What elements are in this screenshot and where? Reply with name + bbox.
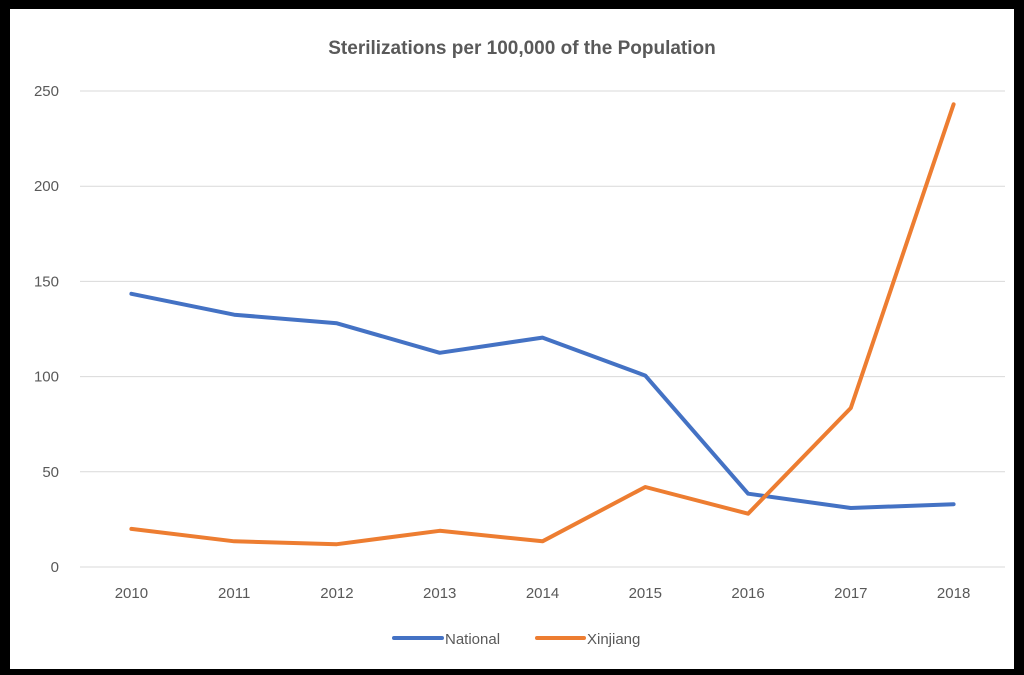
chart-title: Sterilizations per 100,000 of the Popula… (328, 38, 715, 59)
legend-label-xinjiang: Xinjiang (587, 631, 640, 648)
x-tick-label-2015: 2015 (629, 585, 662, 602)
x-tick-label-2016: 2016 (731, 585, 764, 602)
series-line-national (129, 291, 956, 510)
y-tick-label-100: 100 (34, 369, 59, 386)
y-tick-label-250: 250 (34, 83, 59, 100)
x-tick-label-2017: 2017 (834, 585, 867, 602)
chart-frame (10, 9, 1014, 669)
y-axis-tick-labels: 0 50 100 150 200 250 (34, 83, 59, 576)
x-axis-tick-labels: 2010 2011 2012 2013 2014 2015 2016 2017 2018 (115, 585, 971, 602)
series-lines (129, 102, 956, 547)
y-tick-label-50: 50 (42, 464, 59, 481)
legend: National Xinjiang (392, 631, 640, 648)
series-line-xinjiang (129, 102, 956, 547)
y-tick-label-150: 150 (34, 273, 59, 290)
x-tick-label-2012: 2012 (320, 585, 353, 602)
x-tick-label-2011: 2011 (218, 585, 250, 602)
y-tick-label-200: 200 (34, 178, 59, 195)
gridlines (80, 90, 1005, 568)
x-tick-label-2018: 2018 (937, 585, 970, 602)
x-tick-label-2014: 2014 (526, 585, 559, 602)
x-tick-label-2013: 2013 (423, 585, 456, 602)
x-tick-label-2010: 2010 (115, 585, 148, 602)
y-tick-label-0: 0 (51, 559, 59, 576)
legend-label-national: National (445, 631, 500, 648)
